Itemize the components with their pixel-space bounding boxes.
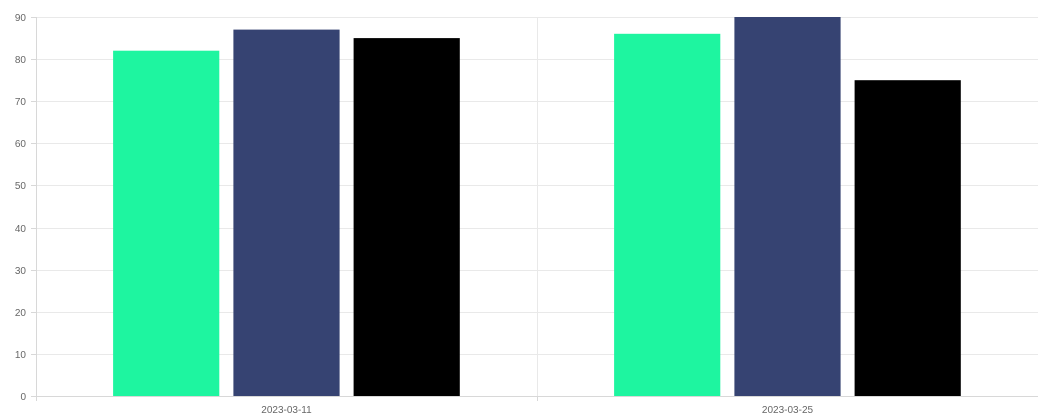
y-tick-label: 90 — [15, 13, 27, 24]
bar — [734, 17, 841, 396]
y-tick-label: 20 — [15, 308, 27, 319]
tick-labels: 0 10 20 30 40 50 60 70 80 90 2023-03-11 2023-03-25 — [15, 13, 814, 416]
bars — [113, 17, 961, 397]
y-tick-label: 0 — [20, 392, 26, 403]
y-tick-label: 40 — [15, 224, 27, 235]
y-tick-label: 80 — [15, 55, 27, 66]
x-tick-label: 2023-03-25 — [762, 405, 814, 416]
y-tick-label: 60 — [15, 139, 27, 150]
bar — [113, 50, 220, 396]
y-tick-label: 30 — [15, 266, 27, 277]
y-tick-label: 70 — [15, 97, 27, 108]
bar — [353, 38, 460, 396]
y-tick-label: 50 — [15, 181, 27, 192]
axes — [31, 17, 1038, 401]
bar — [614, 33, 721, 397]
x-tick-label: 2023-03-11 — [261, 405, 312, 416]
bar — [854, 80, 961, 396]
y-tick-label: 10 — [15, 350, 27, 361]
bar — [233, 29, 340, 396]
